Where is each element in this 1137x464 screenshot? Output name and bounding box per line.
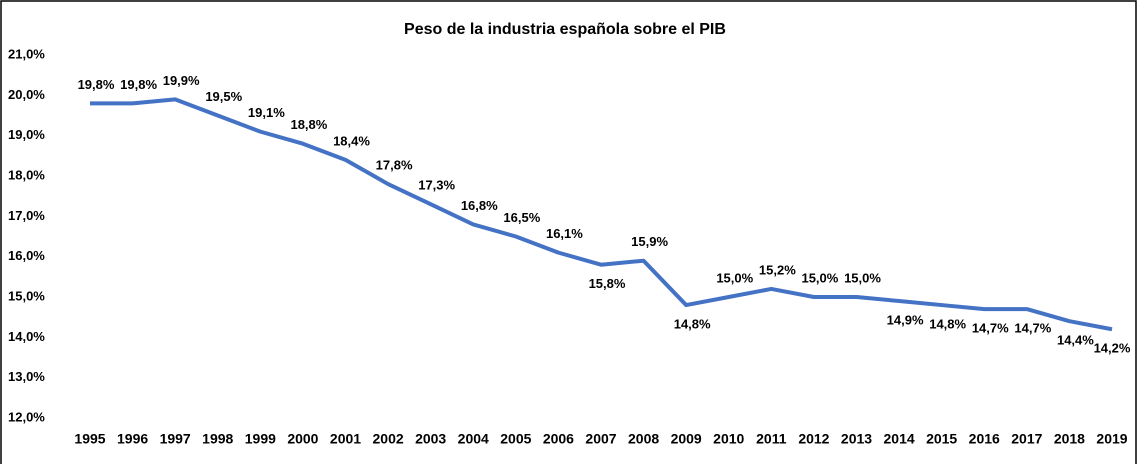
x-tick-label: 2018 <box>1054 431 1085 447</box>
x-tick-label: 2006 <box>543 431 574 447</box>
data-label: 14,7% <box>972 321 1009 336</box>
data-label: 14,4% <box>1057 333 1094 348</box>
x-tick-label: 2010 <box>713 431 744 447</box>
x-tick-label: 1998 <box>202 431 233 447</box>
x-tick-label: 2009 <box>671 431 702 447</box>
x-tick-label: 2007 <box>585 431 616 447</box>
x-tick-label: 1997 <box>160 431 191 447</box>
x-tick-label: 2001 <box>330 431 361 447</box>
y-tick-label: 14,0% <box>8 329 45 344</box>
y-tick-label: 12,0% <box>8 409 45 424</box>
x-tick-label: 1999 <box>245 431 276 447</box>
data-label: 14,7% <box>1014 321 1051 336</box>
data-label: 16,1% <box>546 226 583 241</box>
y-tick-label: 18,0% <box>8 167 45 182</box>
chart-title: Peso de la industria española sobre el P… <box>404 21 726 38</box>
x-tick-label: 1996 <box>117 431 148 447</box>
data-label: 17,3% <box>418 178 455 193</box>
data-label: 15,0% <box>801 270 838 285</box>
data-label: 14,8% <box>674 317 711 332</box>
data-label: 14,9% <box>887 312 924 327</box>
y-tick-label: 19,0% <box>8 127 45 142</box>
data-label: 14,2% <box>1094 341 1131 356</box>
y-tick-label: 17,0% <box>8 208 45 223</box>
x-tick-label: 2008 <box>628 431 659 447</box>
data-line <box>90 97 1113 332</box>
x-tick-label: 2005 <box>500 431 531 447</box>
x-tick-label: 2013 <box>841 431 872 447</box>
x-tick-label: 2003 <box>415 431 446 447</box>
data-label: 15,9% <box>631 234 668 249</box>
data-label: 17,8% <box>376 158 413 173</box>
x-tick-label: 2011 <box>756 431 787 447</box>
x-tick-label: 2014 <box>884 431 915 447</box>
data-label: 19,8% <box>120 77 157 92</box>
data-label: 16,8% <box>461 198 498 213</box>
data-label: 19,5% <box>205 89 242 104</box>
data-label: 18,8% <box>290 117 327 132</box>
y-tick-label: 13,0% <box>8 369 45 384</box>
data-label: 14,8% <box>929 317 966 332</box>
x-tick-label: 2017 <box>1011 431 1042 447</box>
y-tick-label: 20,0% <box>8 87 45 102</box>
data-label: 15,2% <box>759 262 796 277</box>
y-tick-label: 15,0% <box>8 288 45 303</box>
x-tick-label: 2002 <box>373 431 404 447</box>
x-tick-label: 1995 <box>74 431 105 447</box>
data-label: 18,4% <box>333 133 370 148</box>
y-tick-label: 16,0% <box>8 248 45 263</box>
x-tick-label: 2000 <box>287 431 318 447</box>
x-tick-label: 2004 <box>458 431 489 447</box>
data-label: 16,5% <box>503 210 540 225</box>
data-label: 15,0% <box>716 270 753 285</box>
data-label: 19,9% <box>163 73 200 88</box>
x-tick-label: 2012 <box>798 431 829 447</box>
data-label: 15,0% <box>844 270 881 285</box>
x-tick-label: 2019 <box>1096 431 1127 447</box>
data-label: 19,1% <box>248 105 285 120</box>
y-tick-label: 21,0% <box>8 46 45 61</box>
x-tick-label: 2015 <box>926 431 957 447</box>
x-tick-label: 2016 <box>969 431 1000 447</box>
data-label: 15,8% <box>589 276 626 291</box>
data-label: 19,8% <box>78 77 115 92</box>
